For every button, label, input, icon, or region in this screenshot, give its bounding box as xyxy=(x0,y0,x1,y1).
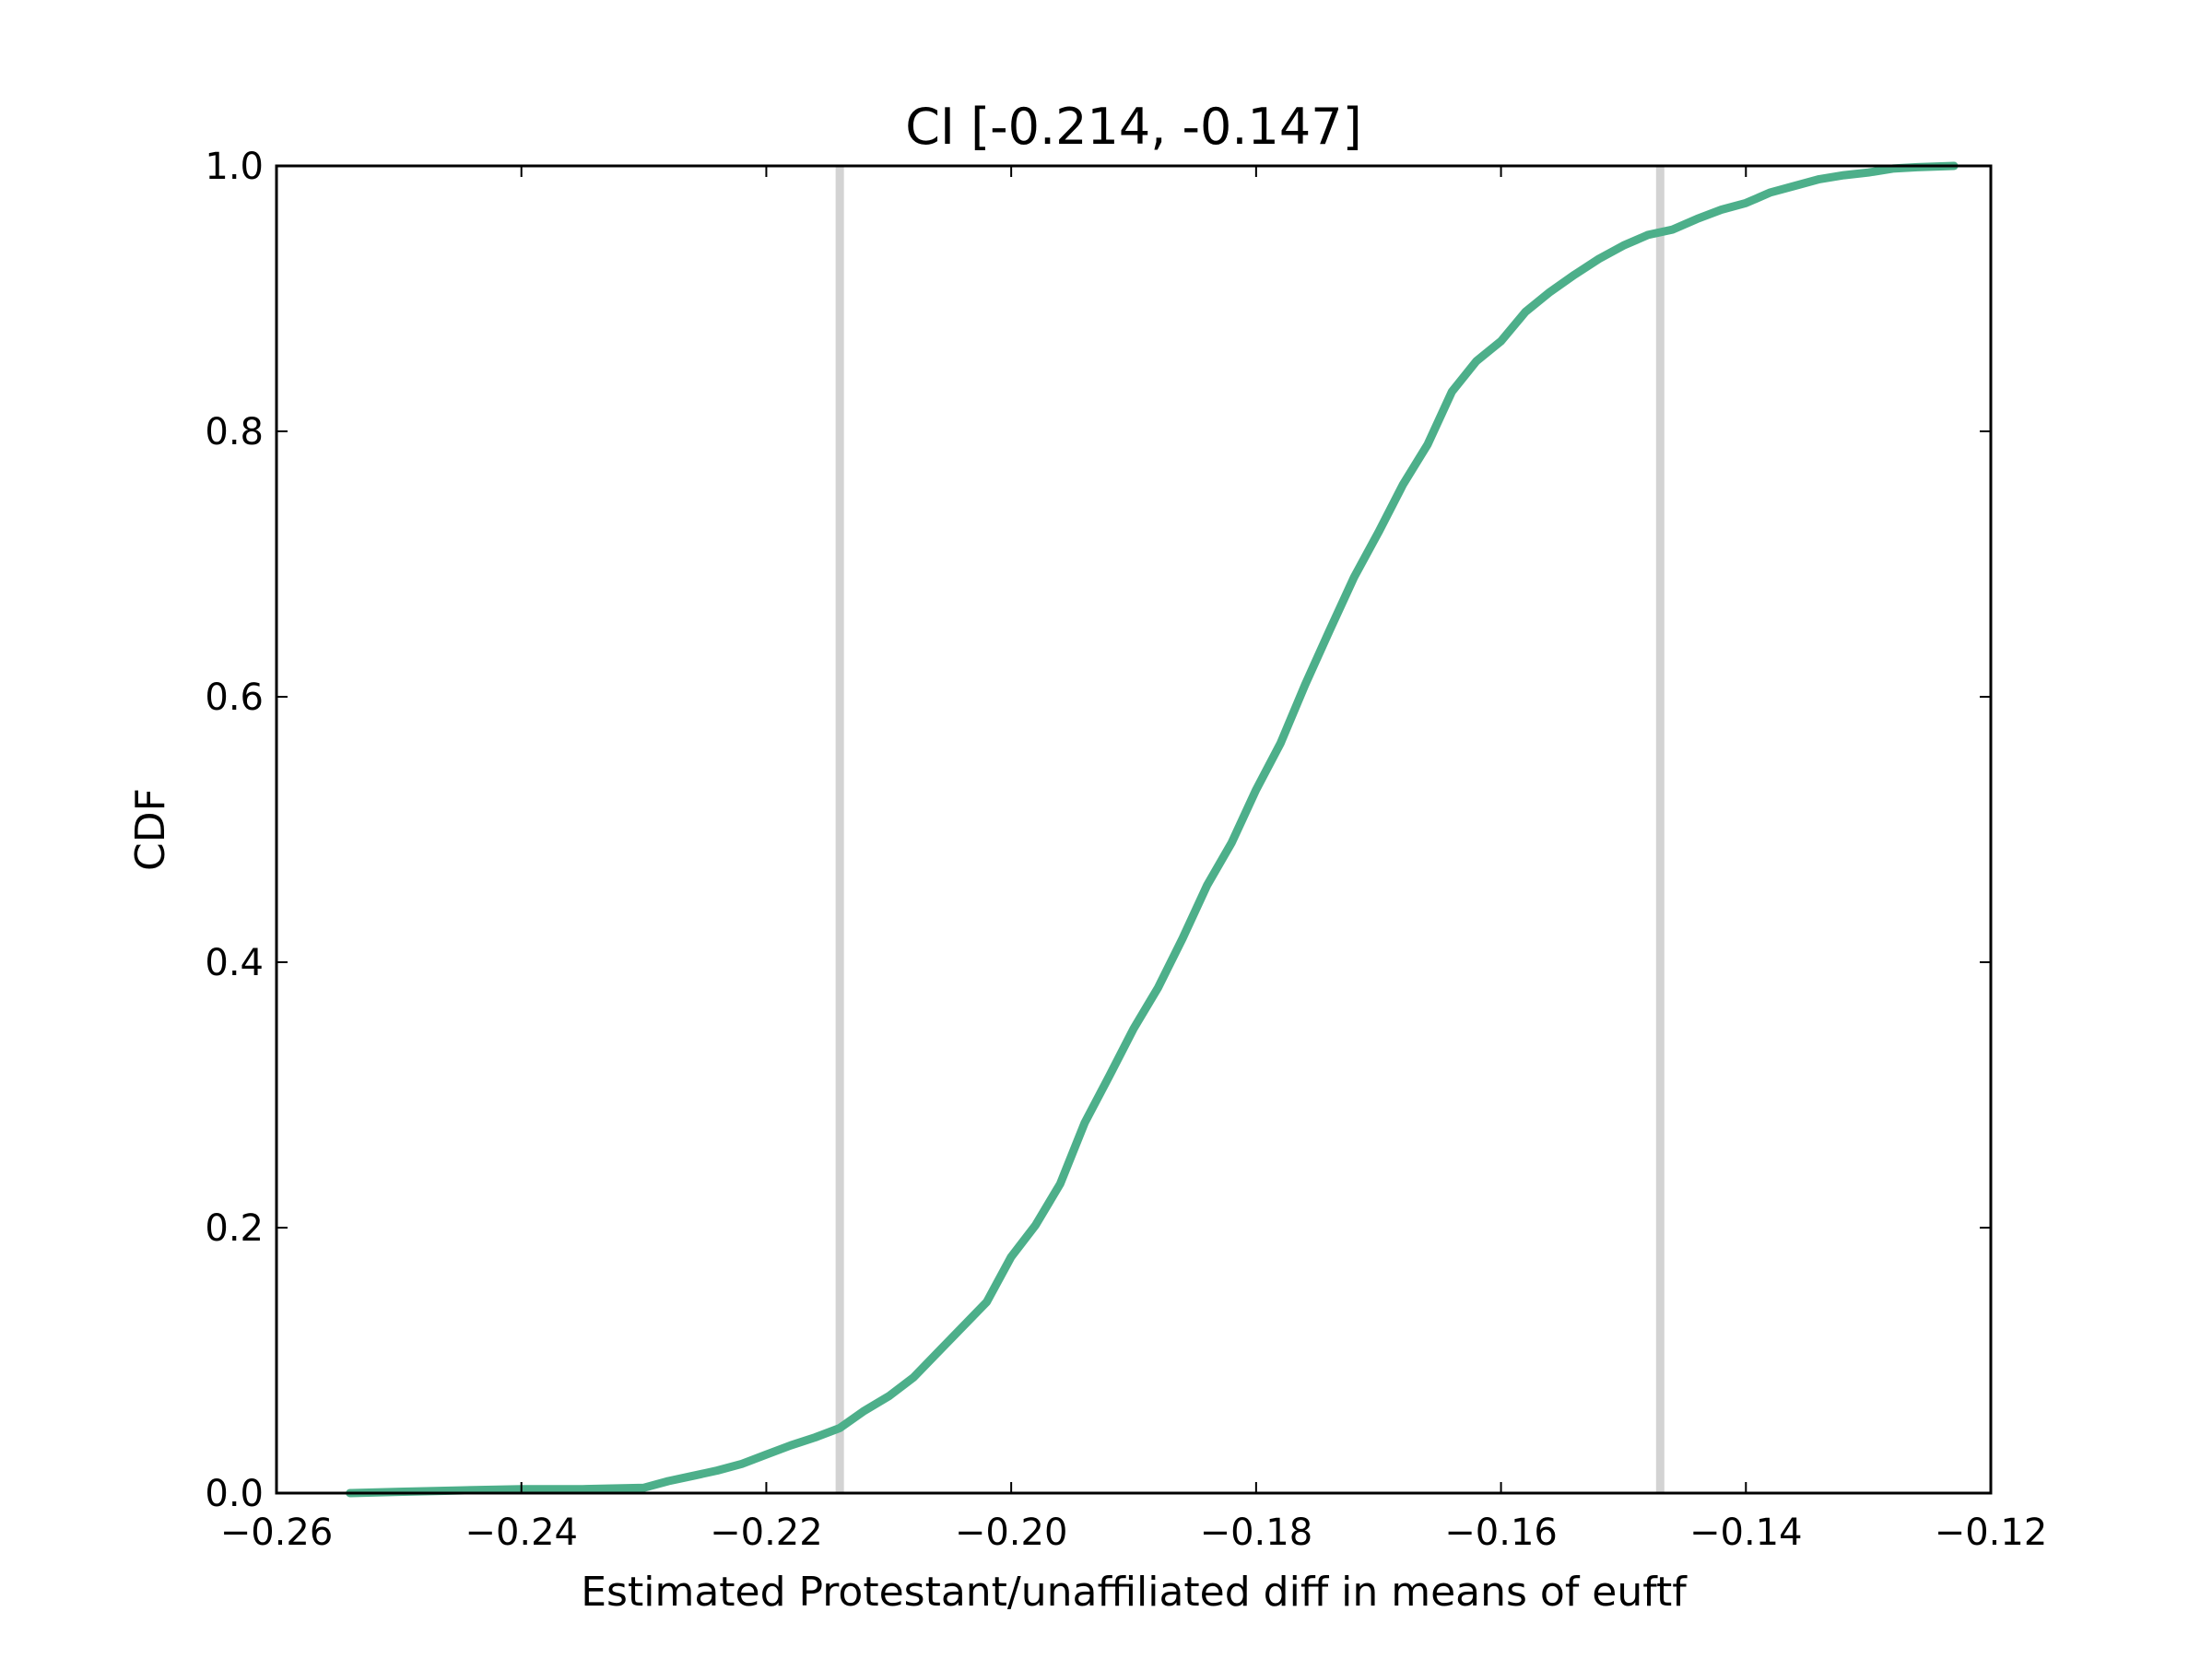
x-tick-label: −0.14 xyxy=(1689,1512,1803,1554)
x-tick-label: −0.20 xyxy=(955,1512,1068,1554)
y-tick-label: 0.2 xyxy=(205,1207,264,1250)
axis-ticks: −0.26 −0.24 −0.22 −0.20 −0.18 −0.16 −0.14 −0.12… xyxy=(205,146,2047,1554)
x-tick-label: −0.16 xyxy=(1444,1512,1558,1554)
y-tick-label: 0.0 xyxy=(205,1473,264,1515)
x-tick-label: −0.26 xyxy=(220,1512,334,1554)
plot-frame xyxy=(275,164,1993,1495)
x-tick-label: −0.22 xyxy=(710,1512,823,1554)
y-tick-label: 0.4 xyxy=(205,942,264,984)
y-tick-label: 1.0 xyxy=(205,146,264,188)
chart-title: CI [-0.214, -0.147] xyxy=(905,98,1361,156)
y-tick-label: 0.8 xyxy=(205,411,264,453)
y-tick-label: 0.6 xyxy=(205,677,264,719)
cdf-series xyxy=(346,161,1959,1498)
x-axis-label: Estimated Protestant/unaffiliated diff i… xyxy=(581,1569,1688,1616)
x-tick-label: −0.12 xyxy=(1935,1512,2048,1554)
y-axis-label: CDF xyxy=(127,788,174,871)
x-tick-label: −0.24 xyxy=(465,1512,578,1554)
x-tick-label: −0.18 xyxy=(1200,1512,1313,1554)
cdf-line-1 xyxy=(346,161,1959,1498)
ci-bounds xyxy=(835,166,1665,1493)
